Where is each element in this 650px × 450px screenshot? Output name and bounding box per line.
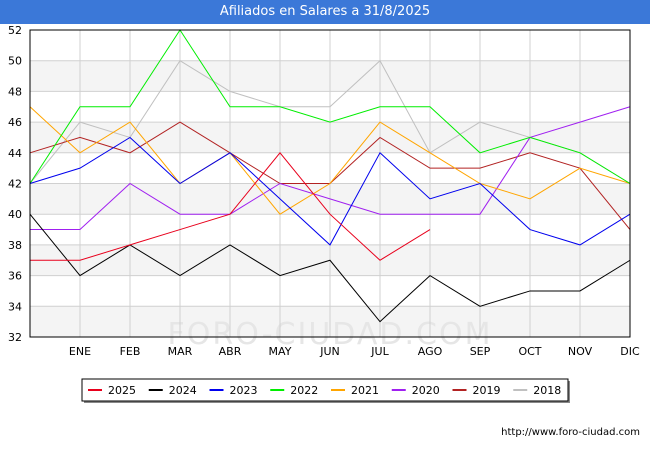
x-tick-label: AGO <box>418 345 443 358</box>
y-tick-label: 36 <box>8 270 22 283</box>
legend-label-2025: 2025 <box>108 384 136 397</box>
x-tick-label: JUN <box>319 345 340 358</box>
x-tick-label: JUL <box>370 345 389 358</box>
legend-label-2021: 2021 <box>351 384 379 397</box>
y-tick-label: 46 <box>8 116 22 129</box>
x-tick-label: ENE <box>69 345 91 358</box>
line-chart: FORO-CIUDAD.COM 32 34 36 38 40 42 44 46 48 50 52 E… <box>8 24 640 403</box>
y-tick-label: 34 <box>8 300 22 313</box>
legend: 2025 2024 2023 2022 2021 2020 2019 2018 <box>81 378 570 403</box>
x-tick-label: DIC <box>620 345 640 358</box>
legend-label-2019: 2019 <box>473 384 501 397</box>
y-tick-label: 50 <box>8 55 22 68</box>
legend-label-2022: 2022 <box>290 384 318 397</box>
legend-label-2018: 2018 <box>533 384 561 397</box>
x-axis: ENE FEB MAR ABR MAY JUN JUL AGO SEP OCT NOV DIC <box>69 345 640 358</box>
series-line-2025 <box>30 152 431 261</box>
series-line-2022 <box>29 29 631 184</box>
x-tick-label: NOV <box>568 345 593 358</box>
y-tick-label: 40 <box>8 208 22 221</box>
x-tick-label: FEB <box>120 345 141 358</box>
x-tick-label: OCT <box>518 345 541 358</box>
plot-frame <box>29 29 631 338</box>
y-tick-label: 38 <box>8 239 22 252</box>
x-tick-label: MAY <box>269 345 292 358</box>
legend-label-2023: 2023 <box>230 384 258 397</box>
legend-box <box>81 378 569 402</box>
source-link[interactable]: http://www.foro-ciudad.com <box>501 427 640 438</box>
x-tick-label: MAR <box>168 345 193 358</box>
watermark: FORO-CIUDAD.COM <box>168 317 493 352</box>
x-tick-label: SEP <box>470 345 491 358</box>
chart-title: Afiliados en Salares a 31/8/2025 <box>0 0 650 24</box>
series-lines <box>29 29 631 323</box>
legend-label-2024: 2024 <box>169 384 197 397</box>
legend-label-2020: 2020 <box>412 384 440 397</box>
y-tick-label: 52 <box>8 24 22 37</box>
y-tick-label: 32 <box>8 331 22 344</box>
y-tick-label: 44 <box>8 147 22 160</box>
x-tick-label: ABR <box>219 345 242 358</box>
y-tick-label: 48 <box>8 85 22 98</box>
y-axis: 32 34 36 38 40 42 44 46 48 50 52 <box>8 24 22 344</box>
series-line-2021 <box>29 106 631 215</box>
series-line-2023 <box>29 136 631 246</box>
y-tick-label: 42 <box>8 178 22 191</box>
